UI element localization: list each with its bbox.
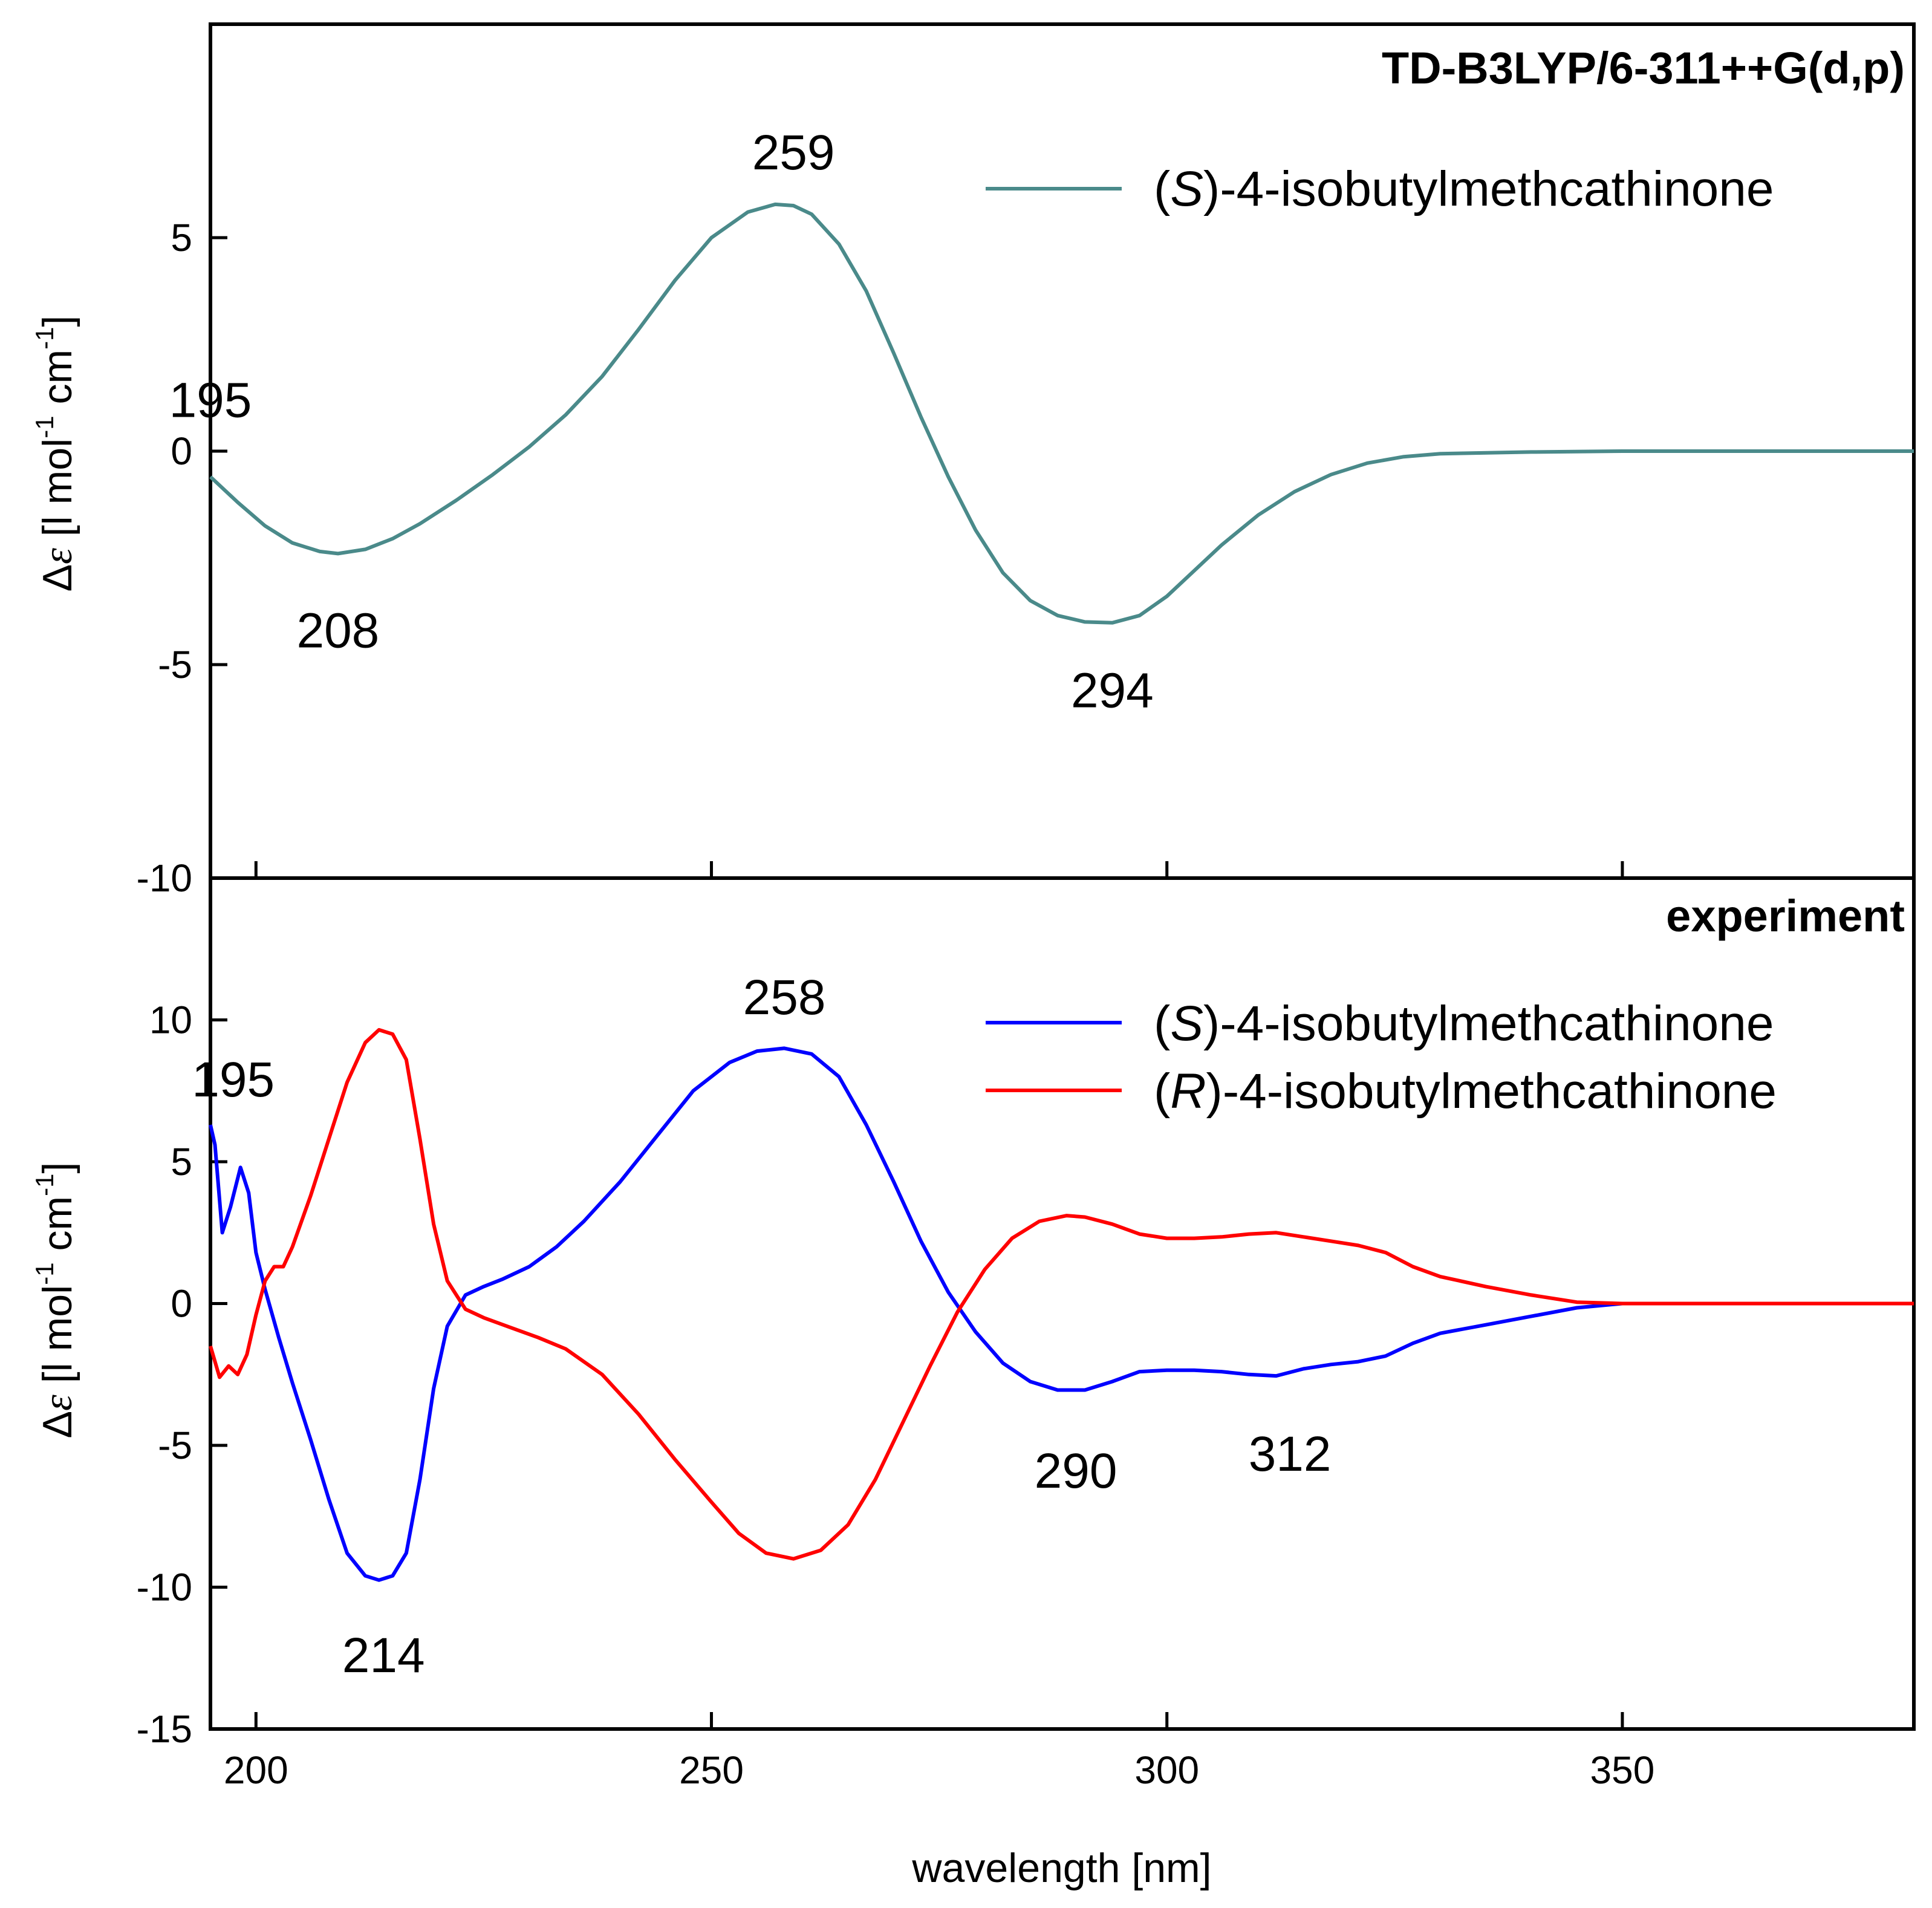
series-layer bbox=[209, 202, 1914, 1582]
top-peak-label: 208 bbox=[296, 604, 379, 659]
bottom-y-axis-title: Δε [l mol-1 cm-1] bbox=[30, 1162, 80, 1439]
ticks-layer bbox=[210, 236, 1624, 1731]
bottom-legend-label-r: (R)-4-isobutylmethcathinone bbox=[1154, 1064, 1777, 1119]
bottom-peak-label: 214 bbox=[342, 1628, 425, 1683]
top-peak-label: 259 bbox=[752, 125, 835, 180]
top-peak-label: 195 bbox=[169, 373, 252, 428]
bottom-y-tick-label: -10 bbox=[137, 1566, 193, 1609]
bottom-legend-label-s: (S)-4-isobutylmethcathinone bbox=[1154, 996, 1774, 1051]
bottom-y-tick-label: -15 bbox=[137, 1707, 193, 1751]
top-panel-title: TD-B3LYP/6-311++G(d,p) bbox=[1382, 43, 1905, 93]
top-y-tick-label: -5 bbox=[158, 643, 192, 686]
bottom-y-tick-label: 0 bbox=[171, 1282, 192, 1326]
bottom-panel-title: experiment bbox=[1666, 891, 1905, 941]
x-tick-label: 350 bbox=[1590, 1748, 1655, 1792]
bottom-y-tick-label: 10 bbox=[149, 998, 192, 1042]
bottom-peak-label: 290 bbox=[1035, 1444, 1117, 1499]
top-y-tick-label: 0 bbox=[171, 429, 192, 473]
x-tick-label: 200 bbox=[224, 1748, 288, 1792]
top-y-axis-title: Δε [l mol-1 cm-1] bbox=[30, 316, 80, 592]
bottom-peak-label: 195 bbox=[192, 1052, 275, 1107]
top-y-tick-label: -10 bbox=[137, 856, 193, 900]
x-tick-label: 250 bbox=[679, 1748, 744, 1792]
top-peak-label: 294 bbox=[1071, 663, 1154, 718]
x-axis-title: wavelength [nm] bbox=[911, 1845, 1211, 1891]
bottom-series-s-line bbox=[209, 1046, 1914, 1582]
bottom-y-tick-label: -5 bbox=[158, 1424, 192, 1467]
bottom-y-tick-label: 5 bbox=[171, 1140, 192, 1184]
top-legend: (S)-4-isobutylmethcathinone bbox=[986, 161, 1774, 217]
bottom-peak-label: 258 bbox=[743, 970, 826, 1025]
top-legend-label-s: (S)-4-isobutylmethcathinone bbox=[1154, 161, 1774, 217]
bottom-peak-label: 312 bbox=[1249, 1427, 1332, 1482]
top-series-s-line bbox=[209, 202, 1914, 625]
top-y-tick-label: 5 bbox=[171, 216, 192, 259]
x-tick-label: 300 bbox=[1134, 1748, 1199, 1792]
bottom-series-r-line bbox=[209, 1027, 1914, 1561]
bottom-legend: (S)-4-isobutylmethcathinone (R)-4-isobut… bbox=[986, 996, 1777, 1119]
